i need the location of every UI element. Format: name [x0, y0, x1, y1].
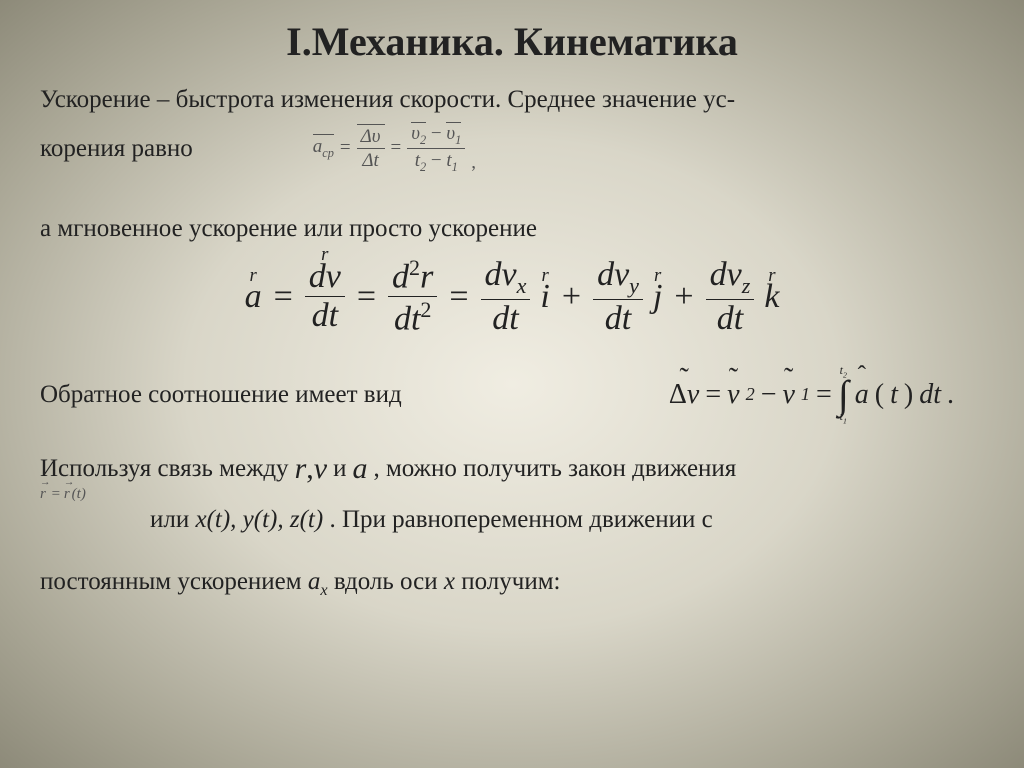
delta-v: Δυ: [357, 126, 385, 147]
page-title: I.Механика. Кинематика: [40, 18, 984, 65]
inline-a: a: [346, 452, 373, 486]
intro-line-1: Ускорение – быстрота изменения скорости.…: [40, 83, 984, 117]
using-relation-b: , можно получить закон движения: [373, 452, 736, 486]
avg-acceleration-line: корения равно aср = Δυ Δt = υ2 − υ1 t2: [40, 123, 984, 174]
inverse-relation-line: Обратное соотношение имеет вид ΔΔvv = v2…: [40, 365, 984, 424]
delta-t: Δt: [358, 150, 382, 171]
constant-accel-line: постоянным ускорением ax вдоль оси x пол…: [40, 565, 984, 602]
integral-eq: ΔΔvv = v2 − v1 = t2 ∫ t1 a (t)dt.: [669, 365, 954, 424]
instantaneous-eq: ra = r dv dt = d2r dt2 = dvx dt ri + dvy…: [40, 256, 984, 338]
r-of-t-eq: r = r(t): [40, 486, 86, 503]
avg-acceleration-eq: aср = Δυ Δt = υ2 − υ1 t2 − t1: [313, 123, 476, 174]
instantaneous-label: а мгновенное ускорение или просто ускоре…: [40, 212, 984, 246]
using-relation-a: Используя связь между: [40, 452, 289, 486]
slide: I.Механика. Кинематика Ускорение – быстр…: [0, 0, 1024, 768]
a-avg: a: [313, 136, 323, 157]
inverse-relation-label: Обратное соотношение имеет вид: [40, 378, 402, 412]
r-of-t-line: r = r(t): [40, 486, 984, 503]
xyz-line: или x(t), y(t), z(t) . При равнопеременн…: [150, 503, 984, 537]
inline-rv: r,v: [289, 452, 334, 486]
integral-icon: t2 ∫ t1: [838, 365, 849, 424]
intro-line-2-prefix: корения равно: [40, 132, 193, 166]
using-relation-line: Используя связь между r,v и a , можно по…: [40, 452, 984, 486]
